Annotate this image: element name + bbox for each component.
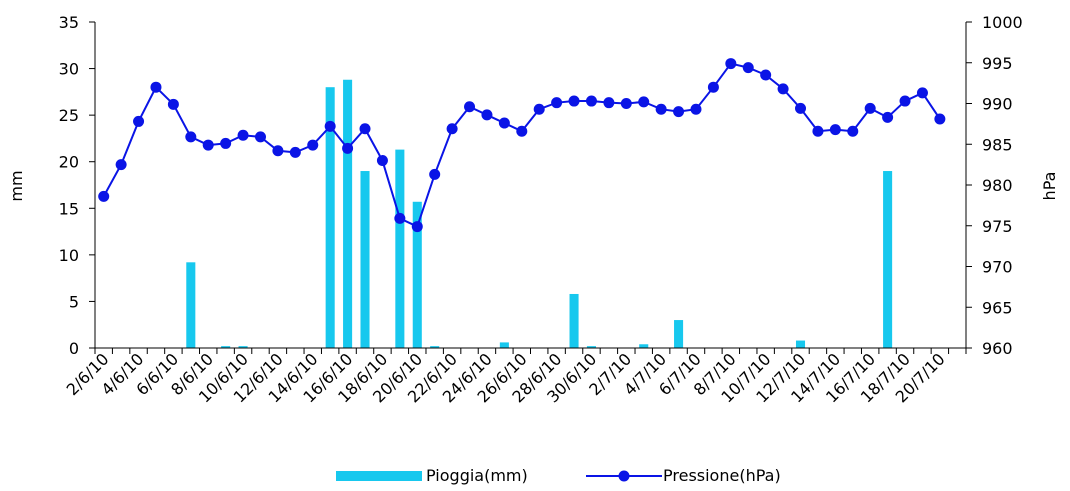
y-right-tick-label: 980 <box>982 176 1013 195</box>
rain-bar <box>395 149 405 348</box>
pressure-point <box>446 123 458 135</box>
y-right-tick-label: 965 <box>982 298 1013 317</box>
pressure-point <box>307 139 319 151</box>
rain-bar <box>674 320 684 348</box>
pressure-point <box>603 97 615 109</box>
pressure-point <box>185 131 197 143</box>
legend-label-pressure: Pressione(hPa) <box>663 466 781 485</box>
rain-bar <box>325 87 335 348</box>
pressure-point <box>899 95 911 107</box>
pressure-point <box>760 69 772 81</box>
pressure-point <box>394 212 406 224</box>
pressure-point <box>516 125 528 137</box>
legend: Pioggia(mm) Pressione(hPa) <box>336 466 781 485</box>
pressure-point <box>167 98 179 110</box>
legend-swatch-rain <box>336 471 422 481</box>
y-axis-right-label: hPa <box>1040 172 1059 201</box>
rain-bar <box>795 340 806 348</box>
pressure-point <box>795 102 807 114</box>
y-left-tick-label: 15 <box>59 199 79 218</box>
y-left-tick-label: 5 <box>69 292 79 311</box>
pressure-point <box>777 83 789 95</box>
rain-bar <box>499 342 509 348</box>
rain-bar <box>883 171 893 348</box>
pressure-point <box>847 125 859 137</box>
legend-label-rain: Pioggia(mm) <box>426 466 528 485</box>
pressure-point <box>707 81 719 93</box>
pressure-point <box>829 124 841 136</box>
y-right-tick-label: 1000 <box>982 13 1023 32</box>
pressure-point <box>342 142 354 154</box>
y-right-tick-label: 995 <box>982 54 1013 73</box>
rain-bars <box>186 79 893 348</box>
y-axis-left-label: mm <box>7 170 26 201</box>
pressure-point <box>202 139 214 151</box>
rain-bar <box>412 201 422 348</box>
pressure-point <box>934 113 946 125</box>
pressure-point <box>254 131 266 143</box>
y-right-tick-label: 985 <box>982 135 1013 154</box>
rain-bar <box>238 346 248 348</box>
y-right-tick-label: 975 <box>982 217 1013 236</box>
rain-bar <box>430 346 440 348</box>
pressure-point <box>916 87 928 99</box>
pressure-point <box>376 155 388 167</box>
y-left-tick-label: 10 <box>59 246 79 265</box>
pressure-point <box>133 115 145 127</box>
y-left-tick-label: 20 <box>59 153 79 172</box>
legend-swatch-pressure-marker <box>618 470 630 482</box>
y-left-tick-label: 25 <box>59 106 79 125</box>
pressure-point <box>812 125 824 137</box>
pressure-point <box>690 103 702 115</box>
y-right-tick-label: 960 <box>982 339 1013 358</box>
rain-bar <box>639 344 649 348</box>
pressure-point <box>115 159 127 171</box>
rain-bar <box>360 171 370 348</box>
axes: 0 5 10 15 20 25 30 35 960 965 970 975 980 985 990 995 10… <box>59 13 1023 406</box>
pressure-point <box>864 102 876 114</box>
y-right-tick-label: 990 <box>982 95 1013 114</box>
pressure-point <box>882 111 894 123</box>
pressure-point <box>429 168 441 180</box>
pressure-point <box>551 97 563 109</box>
pressure-point <box>638 96 650 108</box>
pressure-point <box>98 190 110 202</box>
pressure-point <box>464 101 476 113</box>
pressure-point <box>655 103 667 115</box>
rain-bar <box>569 293 579 348</box>
y-left-tick-label: 30 <box>59 60 79 79</box>
y-right-tick-label: 970 <box>982 258 1013 277</box>
pressure-point <box>220 137 232 149</box>
rain-bar <box>586 346 596 348</box>
pressure-point <box>498 117 510 129</box>
y-left-tick-label: 35 <box>59 13 79 32</box>
pressure-line <box>98 58 946 233</box>
rain-bar <box>186 262 196 348</box>
pressure-point <box>411 221 423 233</box>
rain-bar <box>221 346 231 348</box>
pressure-point <box>673 106 685 118</box>
pressure-point <box>359 123 371 135</box>
pressure-point <box>272 145 284 157</box>
rain-bar <box>343 79 353 348</box>
pressure-point <box>150 81 162 93</box>
pressure-point <box>742 62 754 74</box>
pressure-point <box>725 58 737 70</box>
pressure-point <box>585 95 597 107</box>
pressure-point <box>289 146 301 158</box>
pressure-point <box>324 120 336 132</box>
pressure-point <box>568 95 580 107</box>
y-left-tick-label: 0 <box>69 339 79 358</box>
pressure-point <box>481 109 493 121</box>
pressure-point <box>620 98 632 109</box>
pressure-point <box>237 129 249 141</box>
pressure-point <box>533 103 545 115</box>
